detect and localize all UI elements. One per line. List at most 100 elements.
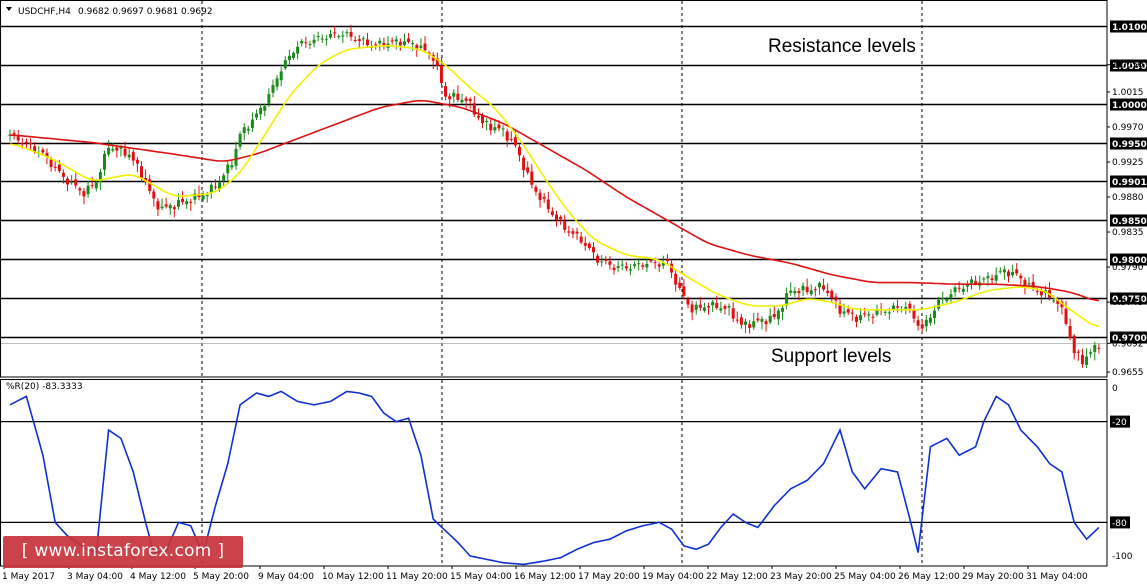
candle-body — [785, 293, 789, 306]
candle — [822, 278, 826, 292]
candle — [107, 139, 111, 157]
candle-body — [468, 98, 472, 102]
candle-body — [641, 265, 645, 267]
candle — [933, 305, 937, 325]
candle-body — [924, 319, 928, 327]
candle-body — [501, 128, 505, 130]
candle — [682, 279, 686, 300]
candle-body — [168, 205, 172, 209]
candle-body — [45, 152, 49, 158]
candle-body — [172, 207, 176, 210]
candle-body — [300, 40, 304, 44]
candle-body — [555, 214, 558, 220]
candle-body — [70, 181, 74, 183]
candle-body — [415, 45, 419, 50]
candle-body — [324, 39, 328, 41]
candle — [924, 314, 928, 332]
candle — [501, 125, 505, 137]
candle-body — [497, 124, 501, 129]
candle-body — [1093, 344, 1097, 352]
candle-body — [218, 182, 222, 190]
ma-slow-line — [9, 99, 1100, 302]
candle — [591, 242, 595, 259]
candle — [583, 236, 587, 251]
candle — [604, 256, 608, 265]
candle-body — [707, 306, 711, 308]
candle — [66, 176, 70, 192]
candle — [805, 278, 809, 295]
candle-body — [530, 171, 534, 185]
candle — [402, 33, 406, 48]
candle — [292, 51, 296, 60]
candle — [908, 301, 912, 313]
candle-body — [1072, 335, 1076, 354]
candle-body — [411, 43, 415, 45]
candle — [1097, 343, 1101, 354]
candle-body — [974, 281, 978, 284]
candle-body — [111, 149, 115, 151]
candle — [928, 314, 932, 326]
candle — [234, 141, 238, 170]
candle — [345, 29, 349, 38]
candle — [123, 141, 127, 159]
candle — [115, 144, 119, 158]
candle-body — [797, 291, 801, 294]
candle — [275, 75, 279, 91]
price-level-label: 1.0000 — [1112, 101, 1147, 111]
support-annotation: Support levels — [771, 346, 891, 367]
candle-body — [472, 103, 476, 115]
candle — [386, 35, 390, 52]
wpr-level-label: -80 — [1112, 519, 1127, 529]
candle — [587, 241, 591, 251]
candle-body — [587, 243, 591, 249]
candle-body — [86, 185, 90, 195]
price-level-tag — [1110, 253, 1147, 266]
candle-body — [1097, 347, 1101, 349]
candle — [637, 258, 641, 271]
candle — [756, 312, 760, 323]
time-tick-label: 26 May 12:00 — [898, 572, 960, 582]
candle — [793, 287, 797, 297]
time-tick-label: 22 May 12:00 — [706, 572, 768, 582]
candle-body — [817, 283, 821, 288]
candle-body — [185, 201, 189, 205]
candle — [279, 67, 283, 87]
candle — [1064, 300, 1068, 326]
candle — [152, 188, 156, 207]
price-level-label: 0.9901 — [1112, 178, 1147, 188]
candle — [263, 103, 267, 117]
candle — [1072, 334, 1076, 360]
candle — [464, 96, 468, 109]
candle — [949, 289, 953, 305]
candle-body — [731, 308, 735, 319]
candle-body — [209, 184, 213, 193]
candle — [916, 315, 920, 331]
candle-body — [365, 39, 369, 46]
candle — [711, 299, 715, 313]
candle-body — [953, 287, 957, 293]
candle — [797, 287, 801, 302]
candle — [739, 313, 743, 329]
candle — [333, 26, 337, 39]
candle — [300, 38, 304, 47]
time-tick-label: 19 May 04:00 — [642, 572, 704, 582]
price-level-label: 0.9700 — [1112, 334, 1147, 344]
candle — [854, 314, 858, 328]
candle-body — [735, 319, 739, 321]
candle-body — [809, 290, 813, 295]
price-level-tag — [1110, 59, 1147, 72]
candle-body — [456, 93, 460, 100]
candle-body — [131, 152, 135, 161]
candle — [830, 288, 834, 303]
candle-body — [1011, 271, 1015, 276]
candle-body — [374, 44, 378, 46]
candle-body — [407, 38, 411, 42]
price-tick-label: 0.9745 — [1112, 298, 1144, 308]
candle-body — [744, 321, 748, 325]
candle-body — [846, 309, 850, 313]
candle-body — [345, 32, 349, 34]
candle — [181, 191, 185, 205]
candle — [982, 276, 986, 283]
candle — [776, 308, 780, 325]
candle-body — [571, 231, 575, 234]
